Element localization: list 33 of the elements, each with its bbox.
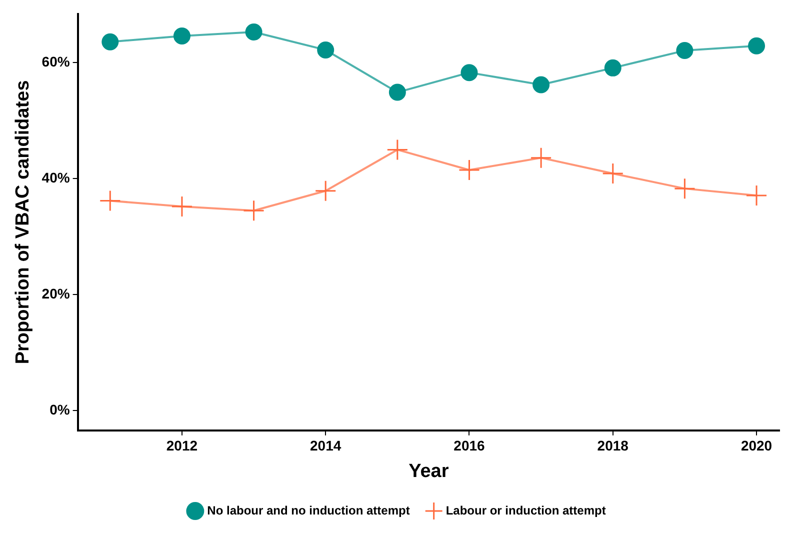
- point: [102, 33, 119, 50]
- y-tick-label: 0%: [50, 402, 70, 418]
- point: [532, 76, 550, 94]
- point: [674, 178, 696, 200]
- x-tick-label: 2016: [454, 438, 486, 454]
- point: [748, 37, 766, 54]
- point: [243, 200, 265, 222]
- y-tick-label: 60%: [42, 54, 70, 70]
- x-axis-title: Year: [408, 460, 450, 482]
- point: [173, 28, 190, 45]
- point: [460, 64, 478, 82]
- x-tick-label: 2012: [166, 438, 198, 454]
- point: [388, 84, 406, 101]
- y-tick-label: 40%: [42, 170, 70, 186]
- point: [746, 184, 768, 206]
- x-tick-label: 2020: [740, 438, 772, 454]
- point: [317, 41, 334, 58]
- y-tick-label: 20%: [42, 286, 70, 302]
- point: [604, 59, 622, 76]
- legend-label: Labour or induction attempt: [446, 503, 606, 518]
- point: [602, 162, 624, 184]
- point: [171, 196, 193, 218]
- point: [99, 190, 121, 212]
- point: [386, 138, 408, 160]
- legend-label: No labour and no induction attempt: [207, 503, 410, 518]
- point: [458, 159, 480, 181]
- point: [245, 23, 262, 40]
- x-tick-label: 2014: [310, 438, 342, 454]
- point: [314, 180, 336, 202]
- point: [530, 147, 552, 169]
- x-tick-label: 2018: [597, 438, 629, 454]
- y-axis-title: Proportion of VBAC candidates: [12, 80, 34, 364]
- point: [676, 42, 694, 60]
